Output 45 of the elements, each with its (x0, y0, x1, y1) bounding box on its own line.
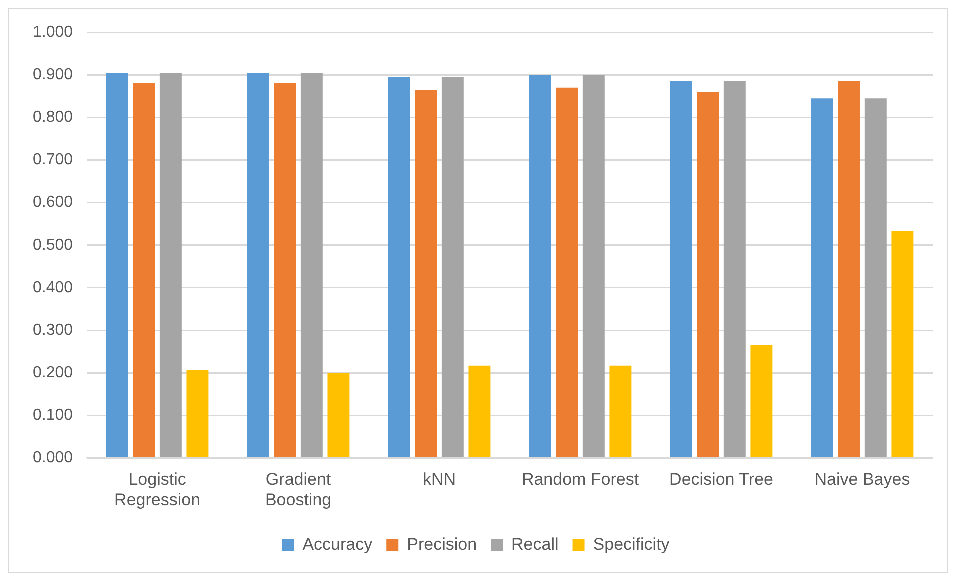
y-tick-label: 1.000 (32, 24, 74, 42)
y-tick-label: 0.600 (32, 194, 74, 212)
legend-label: Accuracy (302, 535, 374, 554)
y-tick-label: 0.700 (32, 152, 74, 169)
bar (864, 98, 887, 458)
legend-label: Precision (407, 535, 478, 554)
y-tick-label: 0.500 (32, 236, 74, 254)
bar (186, 370, 209, 458)
y-tick-label: 0.100 (32, 407, 74, 424)
bar (811, 98, 834, 458)
bar (610, 366, 632, 458)
y-tick-label: 0.000 (32, 450, 74, 467)
x-tick-label: Naive Bayes (814, 470, 910, 490)
bar (274, 83, 296, 458)
x-tick-label: Gradient Boosting (265, 470, 332, 510)
bar (724, 82, 746, 458)
bar (556, 88, 578, 458)
bar (697, 92, 720, 458)
bar (529, 75, 552, 458)
y-tick-label: 0.900 (32, 66, 74, 84)
bar (415, 90, 438, 458)
bar (670, 82, 692, 458)
bar (106, 73, 128, 458)
bar (468, 366, 491, 458)
bar (133, 83, 156, 458)
y-tick-label: 0.300 (32, 322, 74, 339)
legend-label: Specificity (593, 535, 670, 554)
x-tick-label: Decision Tree (670, 470, 774, 490)
bar (160, 73, 182, 458)
bar (300, 73, 323, 458)
bar (582, 75, 605, 458)
y-tick-label: 0.400 (32, 279, 74, 296)
bar (247, 73, 270, 458)
legend-label: Recall (512, 535, 559, 554)
bar (388, 77, 410, 458)
x-tick-label: kNN (422, 470, 456, 490)
bar (442, 77, 464, 458)
x-tick-label: Logistic Regression (114, 470, 201, 510)
y-tick-label: 0.200 (32, 364, 74, 382)
bar (892, 231, 914, 458)
bar (838, 82, 860, 458)
x-tick-label: Random Forest (522, 470, 640, 490)
y-tick-label: 0.800 (32, 109, 74, 126)
bar (750, 345, 773, 458)
bar (328, 373, 350, 458)
